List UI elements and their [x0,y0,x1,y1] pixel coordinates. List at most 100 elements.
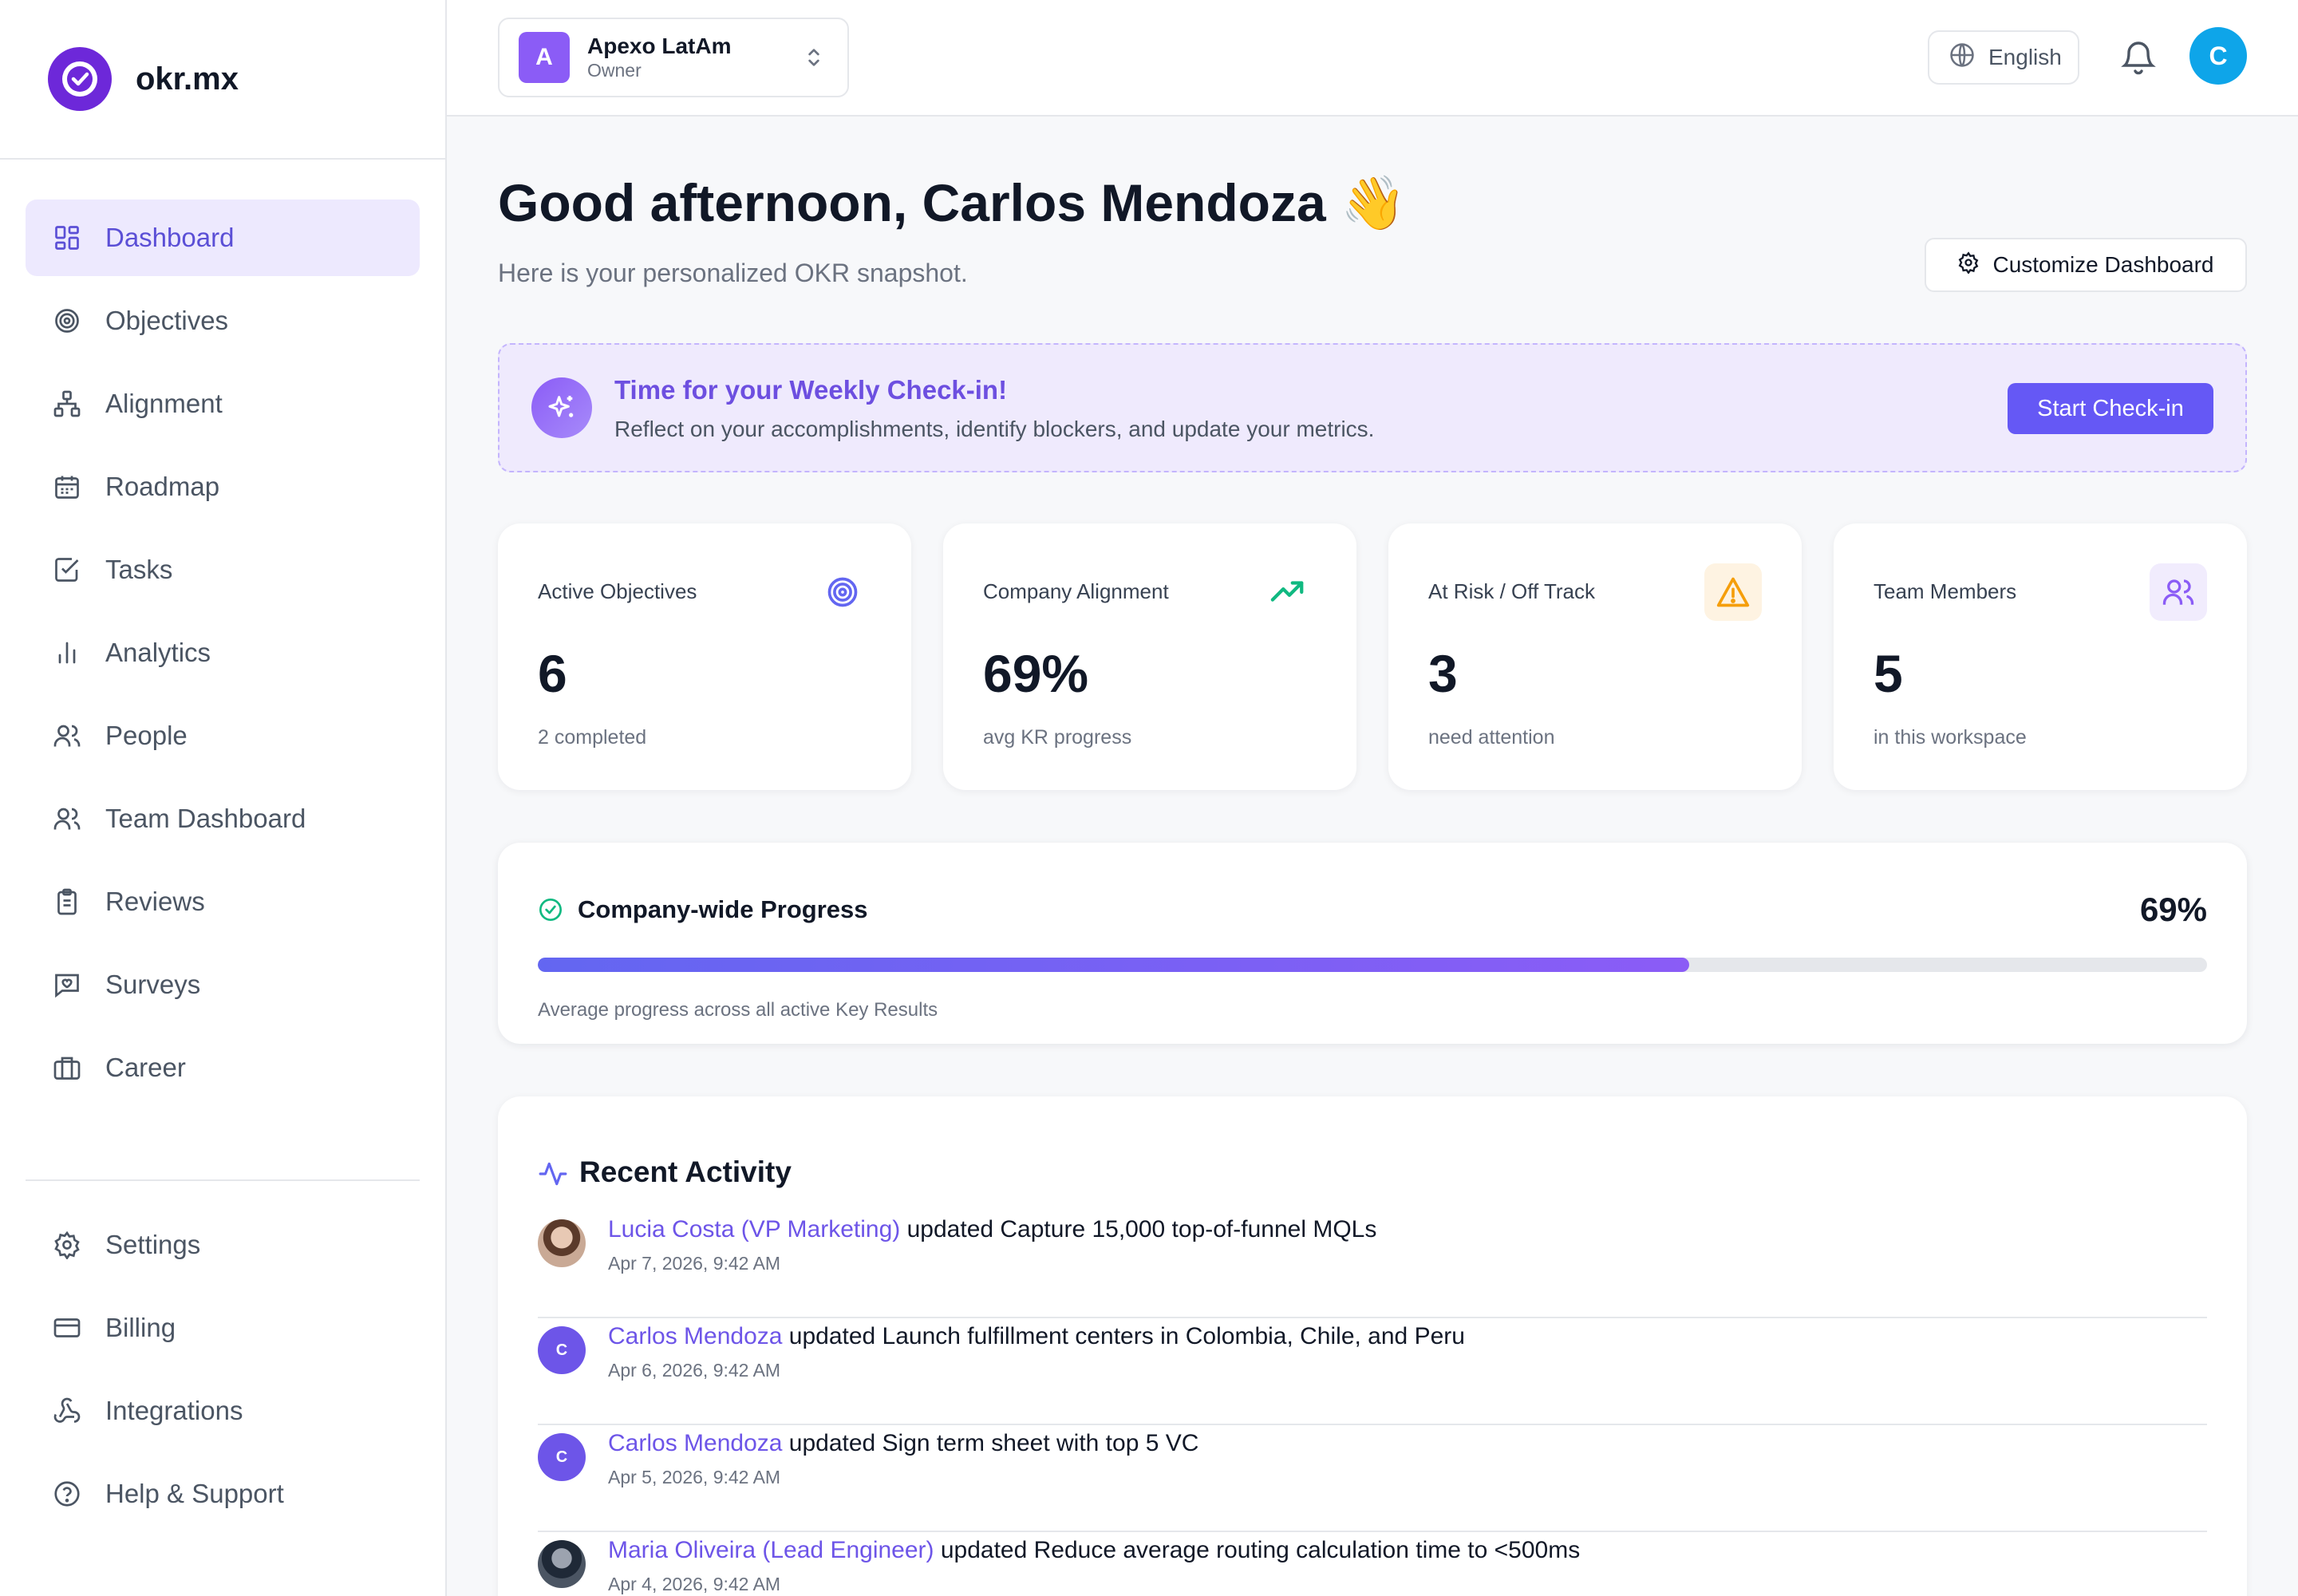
activity-action: updated Reduce average routing calculati… [934,1537,1581,1563]
avatar [538,1219,586,1267]
sidebar-item-integrations[interactable]: Integrations [26,1373,420,1449]
stat-card-company-alignment[interactable]: Company Alignment 69% avg KR progress [943,523,1356,790]
sidebar-item-help-support[interactable]: Help & Support [26,1456,420,1532]
sidebar-item-label: Reviews [105,887,205,916]
company-progress-card: Company-wide Progress 69% Average progre… [498,843,2247,1044]
activity-timestamp: Apr 5, 2026, 9:42 AM [608,1467,781,1487]
stat-card-active-objectives[interactable]: Active Objectives 6 2 completed [498,523,911,790]
customize-dashboard-button[interactable]: Customize Dashboard [1925,238,2247,292]
sidebar: okr.mx Dashboard Objectives Alignment Ro… [0,0,447,1596]
stat-subtext: 2 completed [538,726,647,749]
workspace-avatar: A [519,32,570,83]
checkin-title: Time for your Weekly Check-in! [614,375,1008,405]
sidebar-item-team-dashboard[interactable]: Team Dashboard [26,780,420,857]
progress-caption: Average progress across all active Key R… [538,999,938,1021]
sidebar-item-label: Settings [105,1230,201,1259]
activity-user-link[interactable]: Carlos Mendoza [608,1430,783,1456]
target-icon [51,305,83,337]
sidebar-item-dashboard[interactable]: Dashboard [26,200,420,276]
target-icon [814,563,871,621]
activity-item[interactable]: Maria Oliveira (Lead Engineer) updated R… [538,1532,2207,1596]
sidebar-item-label: Analytics [105,638,211,667]
users-icon [2150,563,2207,621]
start-checkin-button[interactable]: Start Check-in [2008,383,2213,434]
language-selector[interactable]: English [1928,30,2079,85]
stat-subtext: need attention [1428,726,1555,749]
briefcase-icon [51,1052,83,1084]
message-heart-icon [51,969,83,1001]
activity-item[interactable]: C Carlos Mendoza updated Launch fulfillm… [538,1318,2207,1425]
globe-icon [1949,41,1976,74]
gear-icon [51,1229,83,1261]
workspace-switcher[interactable]: A Apexo LatAm Owner [498,18,849,97]
stat-value: 5 [1874,644,1903,703]
check-circle-icon [538,897,563,926]
sidebar-item-tasks[interactable]: Tasks [26,531,420,608]
workspace-role: Owner [587,60,642,81]
sidebar-item-career[interactable]: Career [26,1029,420,1106]
recent-activity-card: Recent Activity Lucia Costa (VP Marketin… [498,1096,2247,1596]
brand[interactable]: okr.mx [0,0,445,160]
progress-title: Company-wide Progress [578,895,868,923]
sidebar-item-reviews[interactable]: Reviews [26,863,420,940]
sidebar-item-objectives[interactable]: Objectives [26,282,420,359]
checkbox-icon [51,554,83,586]
sidebar-item-label: Alignment [105,389,223,418]
avatar: C [538,1433,586,1481]
weekly-checkin-banner: Time for your Weekly Check-in! Reflect o… [498,343,2247,472]
stat-label: Company Alignment [983,579,1169,603]
sidebar-item-label: Surveys [105,970,201,999]
users-icon [51,720,83,752]
warning-triangle-icon [1704,563,1762,621]
language-label: English [1988,45,2062,69]
help-circle-icon [51,1478,83,1510]
activity-user-link[interactable]: Maria Oliveira (Lead Engineer) [608,1537,934,1563]
sidebar-item-label: Billing [105,1313,176,1342]
calendar-icon [51,471,83,503]
user-avatar[interactable]: C [2189,27,2247,85]
stat-label: Active Objectives [538,579,697,603]
activity-action: updated Capture 15,000 top-of-funnel MQL… [900,1216,1377,1242]
activity-text: Maria Oliveira (Lead Engineer) updated R… [608,1537,1580,1564]
activity-user-link[interactable]: Lucia Costa (VP Marketing) [608,1216,901,1242]
sidebar-item-label: Help & Support [105,1479,284,1508]
customize-dashboard-label: Customize Dashboard [1992,252,2214,277]
sidebar-item-label: Career [105,1053,186,1082]
stat-value: 6 [538,644,567,703]
sidebar-item-label: Dashboard [105,223,235,252]
checkin-description: Reflect on your accomplishments, identif… [614,417,1375,441]
gear-icon [1957,251,1980,279]
secondary-nav: Settings Billing Integrations Help & Sup… [26,1207,420,1539]
activity-action: updated Launch fulfillment centers in Co… [782,1323,1465,1349]
credit-card-icon [51,1312,83,1344]
stat-value: 3 [1428,644,1458,703]
sidebar-item-roadmap[interactable]: Roadmap [26,448,420,525]
chevrons-up-down-icon [801,45,827,74]
bar-chart-icon [51,637,83,669]
stat-card-at-risk[interactable]: At Risk / Off Track 3 need attention [1388,523,1802,790]
sidebar-item-label: Integrations [105,1396,243,1425]
sidebar-item-people[interactable]: People [26,697,420,774]
progress-bar [538,958,2207,972]
activity-text: Carlos Mendoza updated Launch fulfillmen… [608,1323,1465,1350]
activity-item[interactable]: C Carlos Mendoza updated Sign term sheet… [538,1425,2207,1532]
sidebar-item-settings[interactable]: Settings [26,1207,420,1283]
stat-value: 69% [983,644,1089,703]
sidebar-item-billing[interactable]: Billing [26,1290,420,1366]
stat-label: Team Members [1874,579,2017,603]
activity-text: Lucia Costa (VP Marketing) updated Captu… [608,1216,1376,1243]
activity-item[interactable]: Lucia Costa (VP Marketing) updated Captu… [538,1211,2207,1318]
activity-timestamp: Apr 6, 2026, 9:42 AM [608,1360,781,1381]
avatar [538,1540,586,1588]
activity-user-link[interactable]: Carlos Mendoza [608,1323,783,1349]
brand-logo-icon [48,47,112,111]
sidebar-item-surveys[interactable]: Surveys [26,946,420,1023]
sidebar-item-alignment[interactable]: Alignment [26,365,420,442]
hierarchy-icon [51,388,83,420]
webhook-icon [51,1395,83,1427]
activity-pulse-icon [538,1159,568,1193]
sidebar-item-analytics[interactable]: Analytics [26,614,420,691]
stat-card-team-members[interactable]: Team Members 5 in this workspace [1834,523,2247,790]
bell-icon[interactable] [2119,38,2158,77]
page-subtitle: Here is your personalized OKR snapshot. [498,259,968,287]
